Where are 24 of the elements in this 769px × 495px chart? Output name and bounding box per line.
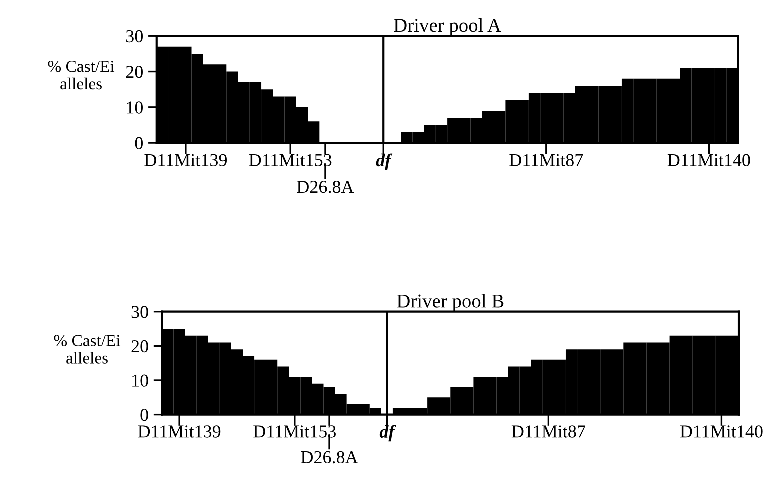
chart-title: Driver pool A [394, 18, 502, 36]
x-tick-label: D11Mit87 [510, 154, 584, 166]
x-tick-label: df [376, 154, 393, 170]
y-tick-label: 0 [135, 137, 143, 150]
y-tick-label: 30 [126, 30, 143, 43]
x-tick-label: D11Mit139 [138, 426, 221, 438]
x-tick-label: D11Mit140 [668, 154, 750, 166]
y-tick-label: 20 [132, 340, 148, 353]
x-tick-label: D11Mit139 [144, 154, 227, 166]
y-tick-label: 10 [127, 102, 143, 114]
x-tick-label: D11Mit87 [512, 426, 586, 438]
x-tick-label: D11Mit153 [254, 426, 336, 438]
y-tick-label: 10 [132, 374, 148, 387]
x-tick-label: D11Mit153 [249, 154, 332, 166]
y-tick-label: 0 [140, 409, 148, 422]
x-tick-label: D11Mit140 [680, 426, 763, 438]
y-tick-label: 20 [126, 66, 143, 78]
x-tick-label: D26.8A [301, 451, 358, 464]
chart-title: Driver pool B [397, 294, 504, 312]
y-tick-label: 30 [132, 306, 148, 318]
y-axis-title: % Cast/Ei alleles [48, 60, 115, 90]
x-tick-label: D26.8A [297, 181, 354, 194]
y-axis-title: % Cast/Ei alleles [54, 335, 121, 364]
x-tick-label: df [380, 425, 396, 442]
